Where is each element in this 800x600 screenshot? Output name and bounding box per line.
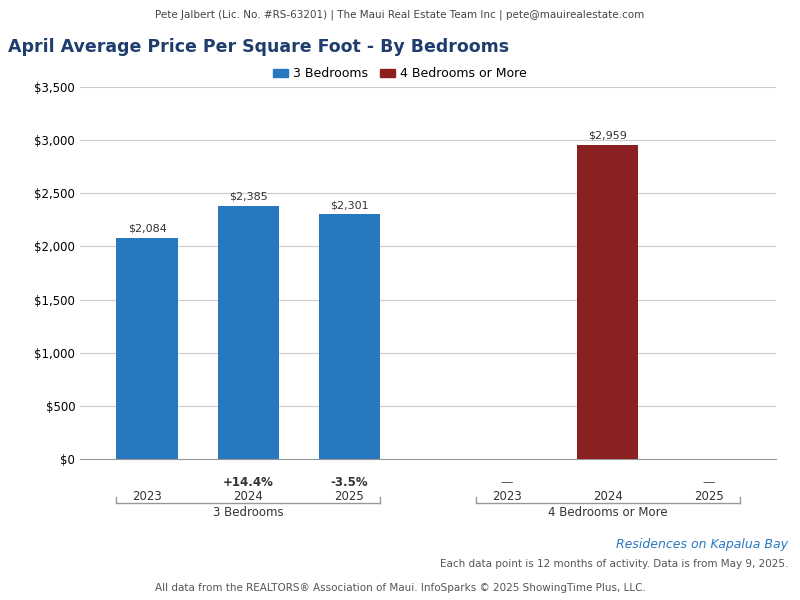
Text: 2024: 2024 <box>593 490 622 503</box>
Bar <box>218 206 279 459</box>
Text: —: — <box>702 476 715 489</box>
Text: All data from the REALTORS® Association of Maui. InfoSparks © 2025 ShowingTime P: All data from the REALTORS® Association … <box>154 583 646 593</box>
Text: 2025: 2025 <box>694 490 723 503</box>
Text: April Average Price Per Square Foot - By Bedrooms: April Average Price Per Square Foot - By… <box>8 37 509 55</box>
Text: 3 Bedrooms: 3 Bedrooms <box>213 506 284 519</box>
Text: 2023: 2023 <box>133 490 162 503</box>
Text: +14.4%: +14.4% <box>223 476 274 489</box>
Text: 4 Bedrooms or More: 4 Bedrooms or More <box>548 506 667 519</box>
Text: $2,084: $2,084 <box>128 224 166 234</box>
Bar <box>318 214 380 459</box>
Text: 2024: 2024 <box>234 490 263 503</box>
Bar <box>577 145 638 459</box>
Text: —: — <box>500 476 513 489</box>
Text: -3.5%: -3.5% <box>330 476 368 489</box>
Legend: 3 Bedrooms, 4 Bedrooms or More: 3 Bedrooms, 4 Bedrooms or More <box>268 62 532 85</box>
Text: Pete Jalbert (Lic. No. #RS-63201) | The Maui Real Estate Team Inc | pete@mauirea: Pete Jalbert (Lic. No. #RS-63201) | The … <box>155 9 645 20</box>
Text: Each data point is 12 months of activity. Data is from May 9, 2025.: Each data point is 12 months of activity… <box>440 559 788 569</box>
Text: $2,385: $2,385 <box>229 192 268 202</box>
Text: 2025: 2025 <box>334 490 364 503</box>
Text: $2,959: $2,959 <box>588 131 627 141</box>
Bar <box>117 238 178 459</box>
Text: $2,301: $2,301 <box>330 201 369 211</box>
Text: Residences on Kapalua Bay: Residences on Kapalua Bay <box>616 538 788 551</box>
Text: 2023: 2023 <box>492 490 522 503</box>
